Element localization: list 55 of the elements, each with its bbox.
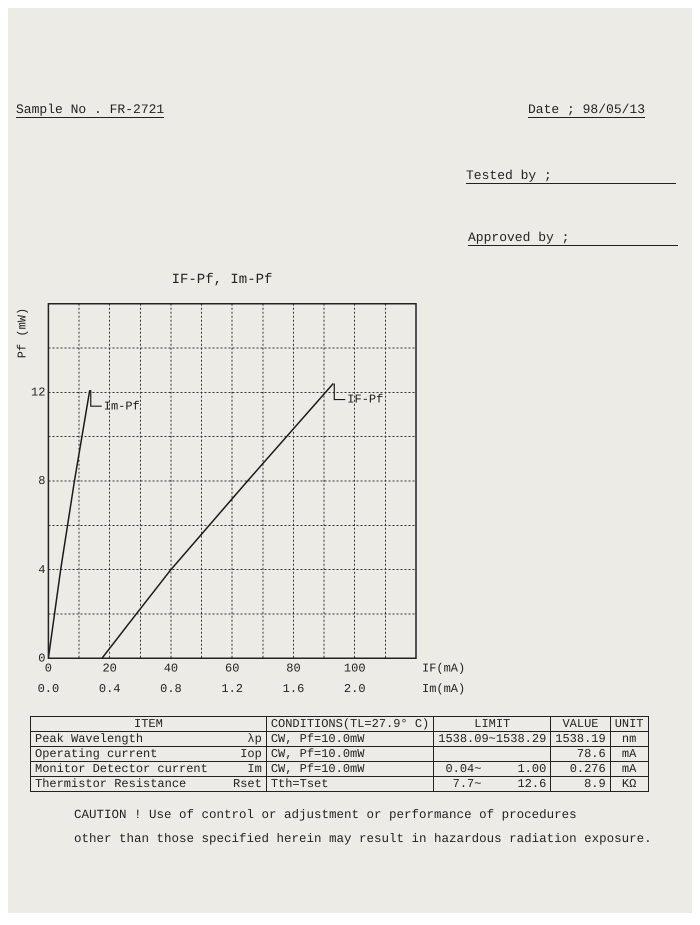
y-tick-label: 8	[38, 474, 46, 488]
text: 0.276	[550, 762, 610, 776]
x2-tick-label: 1.6	[282, 682, 304, 696]
text: λp	[229, 732, 266, 746]
text: 1538.09~1538.29	[434, 732, 551, 746]
text: Tested by ;	[466, 168, 676, 184]
x-tick-label: 100	[344, 662, 366, 676]
chart-title: IF-Pf, Im-Pf	[172, 272, 272, 288]
x2-tick-label: 0.0	[38, 682, 60, 696]
x-tick-label: 20	[102, 662, 117, 676]
y-tick-label: 4	[38, 562, 46, 577]
text: mA	[610, 746, 648, 762]
text: CW, Pf=10.0mW	[266, 762, 434, 776]
legend-label: IF-Pf	[347, 392, 384, 407]
text: CAUTION ! Use of control or adjustment or performance of procedures	[74, 807, 578, 824]
text: Date ; 98/05/13	[528, 102, 646, 118]
x-tick-label: 80	[286, 662, 301, 676]
x-axis-title: IF(mA)	[422, 661, 466, 676]
y-tick-label: 0	[38, 651, 46, 666]
text: CW, Pf=10.0mW	[266, 746, 434, 762]
text: Tth=Tset	[266, 776, 434, 792]
text: mA	[610, 762, 648, 776]
x-tick-label: 60	[225, 662, 240, 676]
text: KΩ	[610, 776, 648, 792]
text: 7.7~ 12.6	[434, 776, 551, 792]
text: other than those specified herein may result in hazardous radiation exposure.	[74, 831, 652, 848]
y-tick-label: 12	[30, 386, 46, 400]
x2-tick-label: 0.4	[98, 682, 120, 696]
text: 8.9	[550, 776, 610, 792]
x2-axis-title: Im(mA)	[422, 682, 466, 696]
text: Sample No . FR-2721	[16, 102, 164, 118]
x-tick-label: 40	[164, 662, 178, 676]
text: ITEM	[30, 716, 266, 732]
text: Operating current	[30, 746, 229, 762]
text: LIMIT	[434, 716, 551, 732]
text: Thermistor Resistance	[30, 776, 229, 792]
text: Im	[229, 762, 266, 776]
text: Approved by ;	[468, 230, 678, 246]
text: 0.04~ 1.00	[434, 762, 551, 776]
text: CONDITIONS(TL=27.9° C)	[266, 716, 434, 732]
y-axis-title: Pf (mW)	[16, 308, 30, 358]
text: 1538.19	[550, 732, 610, 746]
text: UNIT	[610, 716, 648, 732]
x2-tick-label: 0.8	[160, 682, 182, 696]
text: Rset	[229, 776, 266, 792]
text: VALUE	[550, 716, 610, 732]
text: CW, Pf=10.0mW	[266, 732, 434, 746]
text: Monitor Detector current	[30, 762, 229, 776]
x2-tick-label: 1.2	[221, 682, 244, 696]
text: Peak Wavelength	[30, 732, 229, 746]
x2-tick-label: 2.0	[344, 682, 366, 696]
text: nm	[610, 732, 648, 746]
text: Iop	[229, 746, 266, 762]
legend-label: Im-Pf	[104, 399, 140, 414]
text: 78.6	[550, 746, 610, 762]
